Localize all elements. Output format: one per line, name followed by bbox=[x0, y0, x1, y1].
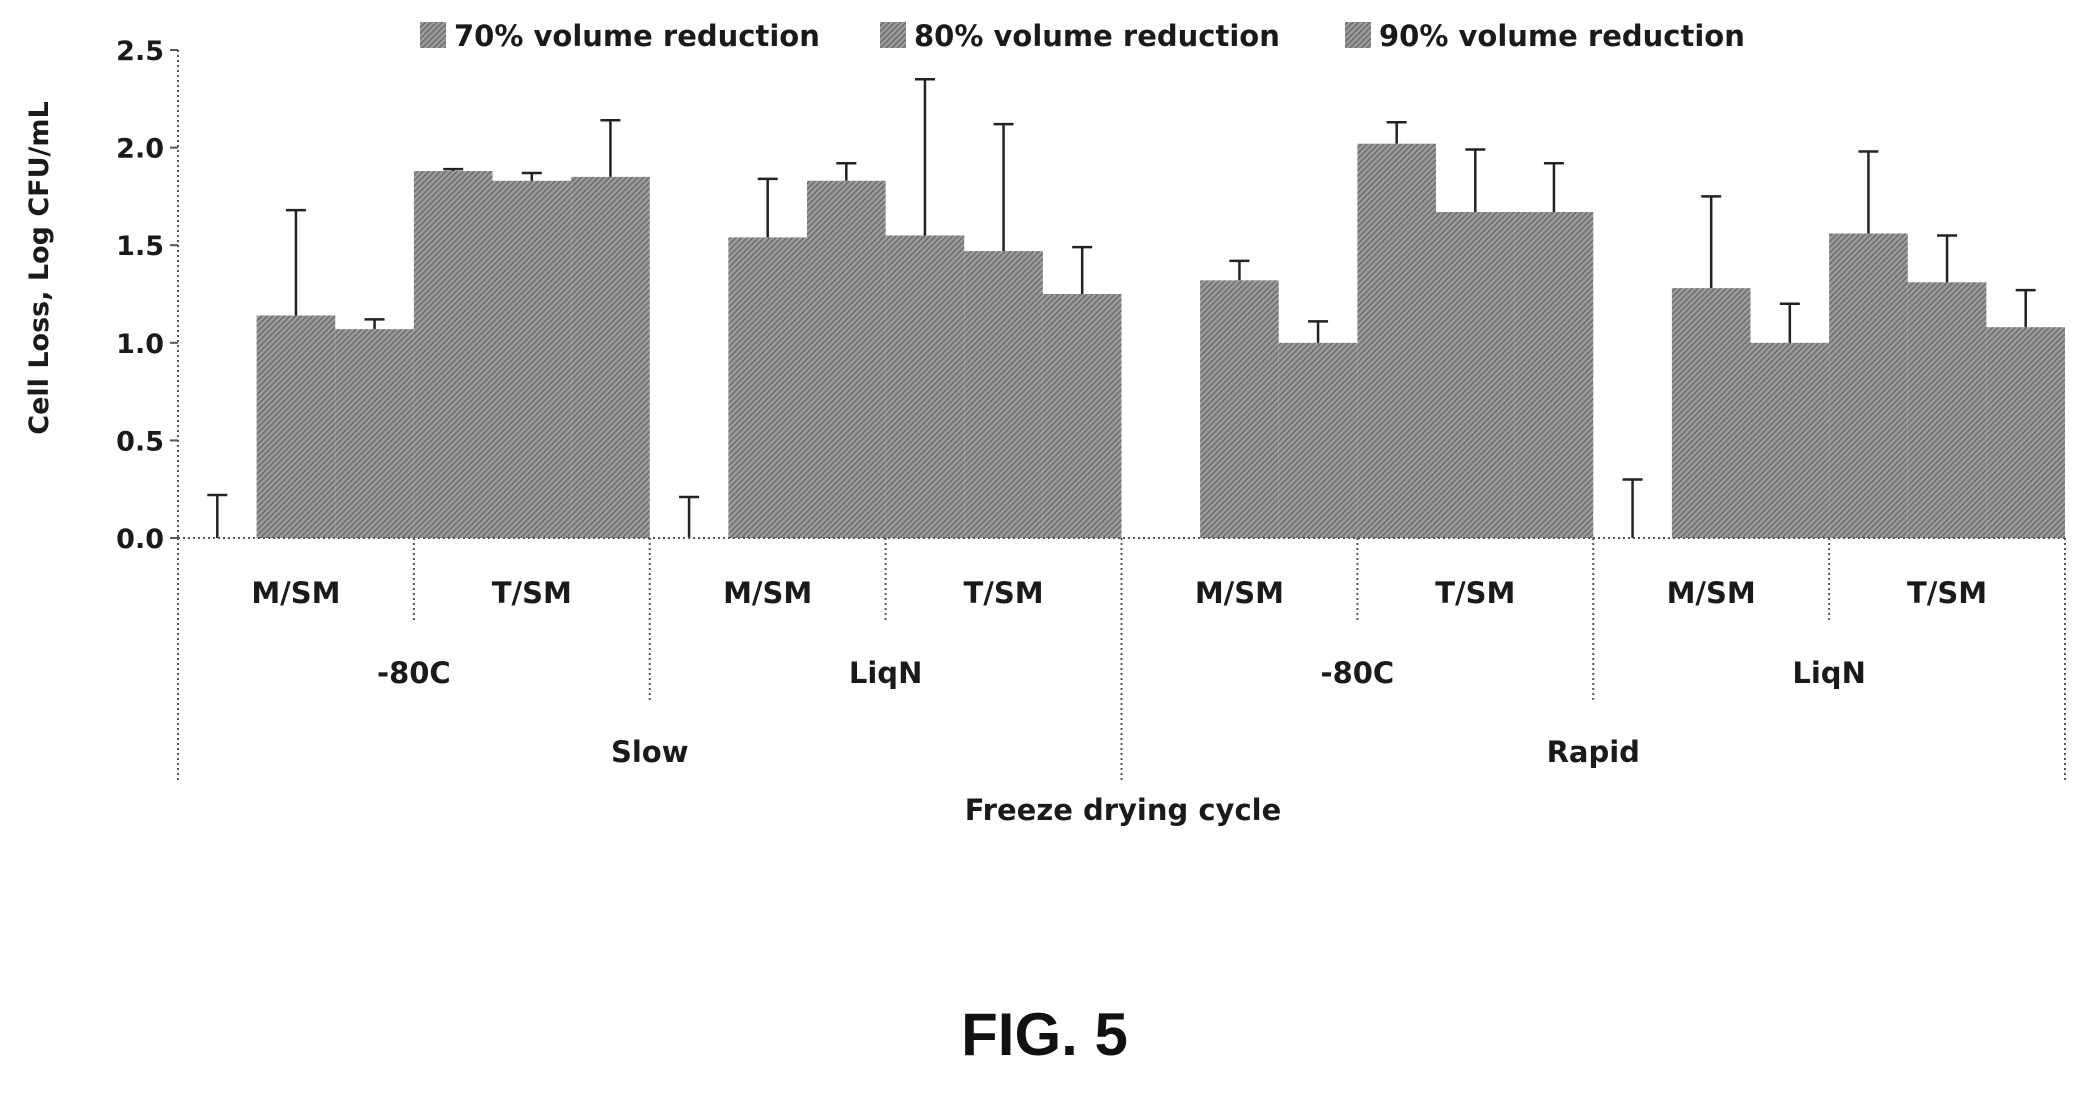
medium-label: M/SM bbox=[1195, 576, 1284, 610]
bar bbox=[728, 237, 807, 538]
bar bbox=[1986, 327, 2065, 538]
legend-swatch bbox=[1345, 22, 1371, 48]
medium-label: T/SM bbox=[1435, 576, 1515, 610]
y-axis: 0.0 0.5 1.0 1.5 2.0 2.5 bbox=[116, 36, 179, 555]
legend-label: 80% volume reduction bbox=[914, 19, 1280, 53]
y-tick-label: 1.0 bbox=[116, 329, 164, 360]
medium-label: T/SM bbox=[964, 576, 1044, 610]
legend-label: 90% volume reduction bbox=[1379, 19, 1745, 53]
freeze-method-label: -80C bbox=[377, 656, 451, 690]
bar bbox=[1436, 212, 1515, 539]
freeze-method-label: -80C bbox=[1321, 656, 1395, 690]
medium-label: M/SM bbox=[1667, 576, 1756, 610]
bar bbox=[1278, 342, 1358, 538]
bar bbox=[1042, 294, 1122, 538]
y-tick-label: 2.5 bbox=[116, 36, 164, 67]
bar bbox=[256, 315, 336, 538]
bar bbox=[1671, 288, 1751, 538]
bar bbox=[413, 171, 493, 539]
medium-label: T/SM bbox=[492, 576, 572, 610]
y-tick-label: 0.5 bbox=[116, 426, 164, 457]
legend-item: 90% volume reduction bbox=[1345, 19, 1745, 53]
bar bbox=[1750, 342, 1830, 538]
y-tick-label: 0.0 bbox=[116, 524, 164, 555]
bar bbox=[807, 180, 886, 538]
bars bbox=[207, 78, 2065, 539]
legend: 70% volume reduction 80% volume reduction… bbox=[420, 19, 1745, 53]
cycle-label: Rapid bbox=[1547, 735, 1640, 769]
legend-swatch bbox=[880, 22, 906, 48]
medium-label: M/SM bbox=[251, 576, 340, 610]
freeze-method-label: LiqN bbox=[849, 656, 922, 690]
y-axis-title: Cell Loss, Log CFU/mL bbox=[24, 101, 55, 434]
medium-label: M/SM bbox=[723, 576, 812, 610]
bar bbox=[885, 235, 965, 538]
bar bbox=[1514, 212, 1594, 539]
figure-caption: FIG. 5 bbox=[961, 1001, 1128, 1068]
legend-item: 80% volume reduction bbox=[880, 19, 1280, 53]
legend-label: 70% volume reduction bbox=[454, 19, 820, 53]
bar bbox=[492, 180, 572, 538]
bar bbox=[1907, 282, 1987, 538]
legend-swatch bbox=[420, 22, 446, 48]
x-axis: M/SM T/SM M/SM T/SM M/SM T/SM M/SM T/SM -80C LiqN… bbox=[177, 537, 2066, 780]
y-tick-label: 1.5 bbox=[116, 231, 164, 262]
x-axis-title: Freeze drying cycle bbox=[965, 793, 1282, 827]
bar bbox=[335, 329, 414, 538]
cycle-label: Slow bbox=[611, 735, 689, 769]
bar bbox=[1357, 143, 1436, 539]
bar bbox=[1829, 233, 1908, 538]
medium-label: T/SM bbox=[1907, 576, 1987, 610]
y-tick-label: 2.0 bbox=[116, 134, 164, 165]
bar bbox=[964, 251, 1043, 538]
bar bbox=[1200, 280, 1279, 538]
freeze-method-label: LiqN bbox=[1792, 656, 1865, 690]
legend-item: 70% volume reduction bbox=[420, 19, 820, 53]
bar bbox=[571, 176, 650, 538]
